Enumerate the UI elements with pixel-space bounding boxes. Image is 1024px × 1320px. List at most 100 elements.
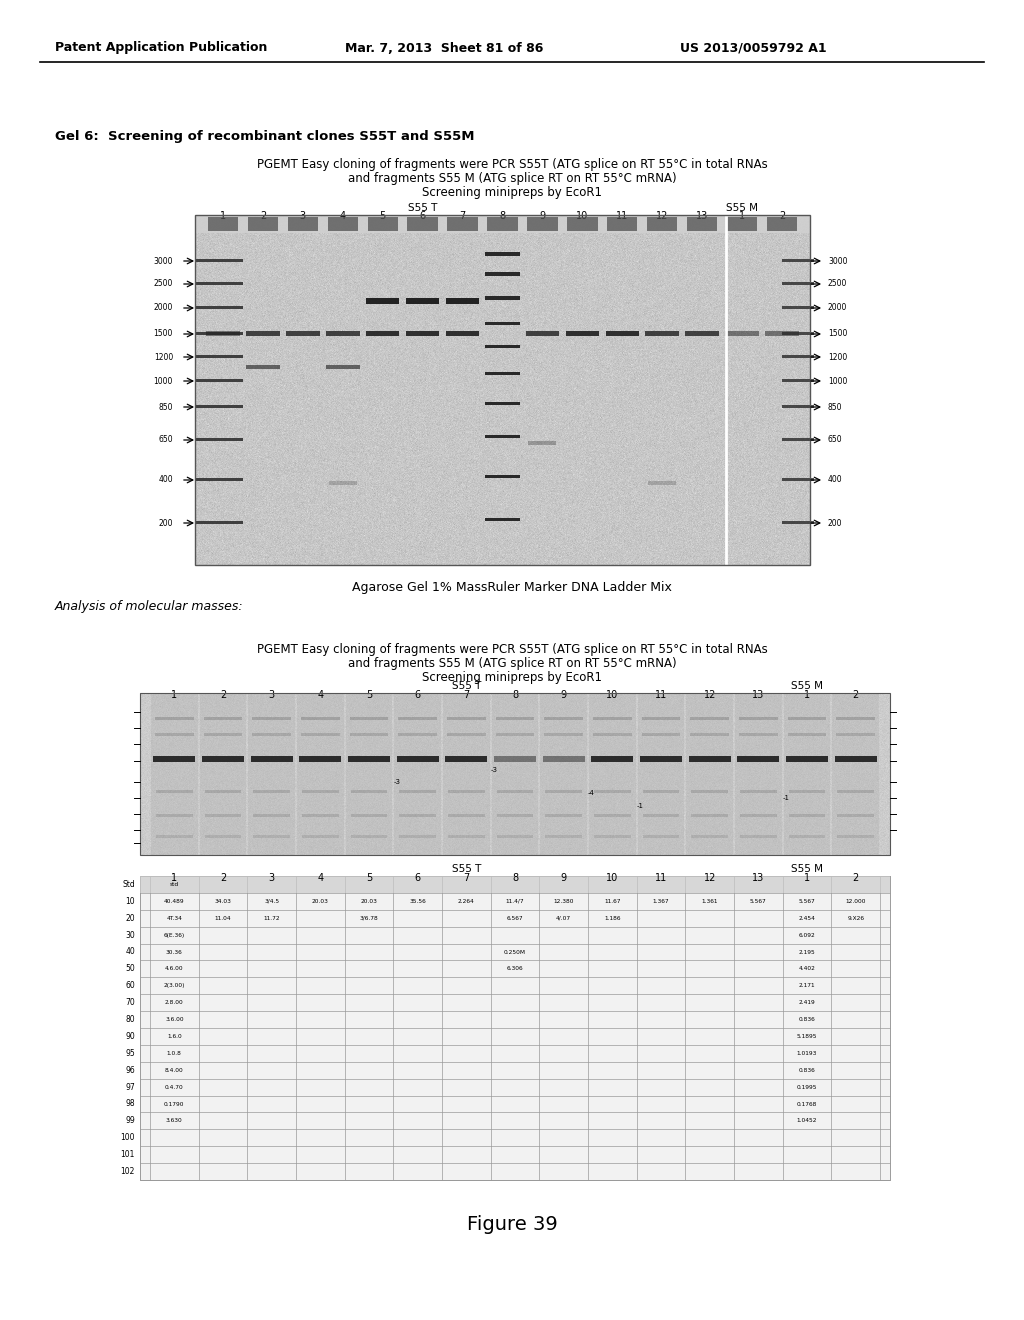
Text: 11.67: 11.67 <box>604 899 621 904</box>
Bar <box>691 836 728 838</box>
Bar <box>484 322 520 325</box>
Text: 200: 200 <box>828 519 843 528</box>
Text: S55 M: S55 M <box>726 203 758 213</box>
Bar <box>195 306 243 309</box>
Text: 200: 200 <box>159 519 173 528</box>
Text: 20.03: 20.03 <box>360 899 378 904</box>
Bar <box>497 789 534 793</box>
Bar <box>484 436 520 438</box>
Text: -3: -3 <box>393 779 400 785</box>
Bar <box>202 756 244 762</box>
Bar <box>525 331 559 337</box>
Text: 11: 11 <box>616 211 629 220</box>
Text: 0.836: 0.836 <box>799 1016 815 1022</box>
Bar <box>328 216 358 231</box>
Bar <box>406 298 439 304</box>
Bar <box>408 216 438 231</box>
Text: 10: 10 <box>577 211 589 220</box>
Text: 1.361: 1.361 <box>701 899 718 904</box>
Text: 2: 2 <box>260 211 266 220</box>
Bar <box>140 693 890 855</box>
Text: S55 T: S55 T <box>452 865 481 874</box>
Bar <box>592 756 633 762</box>
Text: 100: 100 <box>121 1134 135 1142</box>
Bar <box>544 717 583 719</box>
Bar <box>739 836 777 838</box>
Text: 1: 1 <box>739 211 745 220</box>
Bar <box>346 693 392 855</box>
Bar <box>567 216 598 231</box>
Text: 9.X26: 9.X26 <box>847 916 864 921</box>
Text: 0.1768: 0.1768 <box>797 1101 817 1106</box>
Text: 35.56: 35.56 <box>410 899 426 904</box>
Text: 8: 8 <box>512 690 518 700</box>
Bar <box>348 756 390 762</box>
Bar <box>446 733 485 737</box>
Text: 7: 7 <box>460 211 466 220</box>
Bar <box>739 733 778 737</box>
Bar <box>788 836 825 838</box>
Text: -3: -3 <box>490 767 498 774</box>
Bar <box>782 438 814 441</box>
Text: 2000: 2000 <box>154 304 173 313</box>
Bar <box>246 366 280 370</box>
Bar <box>496 717 535 719</box>
Bar <box>647 216 678 231</box>
Bar <box>528 441 556 445</box>
Bar <box>366 331 399 337</box>
Text: Analysis of molecular masses:: Analysis of molecular masses: <box>55 601 244 612</box>
Bar <box>833 693 879 855</box>
Text: 8: 8 <box>500 211 506 220</box>
Text: 2: 2 <box>220 690 226 700</box>
Text: 6.567: 6.567 <box>507 916 523 921</box>
Bar <box>690 733 729 737</box>
Bar <box>366 298 399 304</box>
Text: 650: 650 <box>828 436 843 445</box>
Text: 11: 11 <box>655 873 667 883</box>
Bar <box>368 216 398 231</box>
Text: 2.454: 2.454 <box>799 916 815 921</box>
Bar <box>329 480 356 484</box>
Text: 1200: 1200 <box>828 352 847 362</box>
Bar <box>593 733 632 737</box>
Text: 400: 400 <box>159 475 173 484</box>
Bar <box>494 756 536 762</box>
Bar <box>443 693 489 855</box>
Text: 11: 11 <box>655 690 667 700</box>
Bar <box>782 333 814 335</box>
Bar <box>195 215 810 234</box>
Text: 6: 6 <box>415 873 421 883</box>
Bar <box>396 756 438 762</box>
Bar <box>447 789 484 793</box>
Text: 97: 97 <box>125 1082 135 1092</box>
Bar <box>787 717 826 719</box>
Bar <box>782 521 814 524</box>
Text: -4: -4 <box>588 789 595 796</box>
Text: 7: 7 <box>463 690 469 700</box>
Text: S55 T: S55 T <box>408 203 437 213</box>
Bar <box>253 789 290 793</box>
Bar <box>497 814 534 817</box>
Text: 1: 1 <box>220 211 226 220</box>
Bar <box>206 331 240 337</box>
Text: 96: 96 <box>125 1065 135 1074</box>
Text: -1: -1 <box>782 795 790 801</box>
Bar <box>399 836 436 838</box>
Text: 20.03: 20.03 <box>312 899 329 904</box>
Bar <box>248 693 295 855</box>
Bar <box>642 814 680 817</box>
Text: 12.380: 12.380 <box>553 899 573 904</box>
Bar <box>156 836 193 838</box>
Bar <box>640 756 682 762</box>
Bar <box>838 789 874 793</box>
Text: 3000: 3000 <box>828 256 848 265</box>
Bar <box>594 836 631 838</box>
Bar <box>399 789 436 793</box>
Bar <box>251 756 293 762</box>
Bar <box>687 216 718 231</box>
Bar <box>406 331 439 337</box>
Text: 60: 60 <box>125 981 135 990</box>
Bar <box>286 331 319 337</box>
Bar <box>248 216 279 231</box>
Text: PGEMT Easy cloning of fragments were PCR S55T (ATG splice on RT 55°C in total RN: PGEMT Easy cloning of fragments were PCR… <box>257 643 767 656</box>
